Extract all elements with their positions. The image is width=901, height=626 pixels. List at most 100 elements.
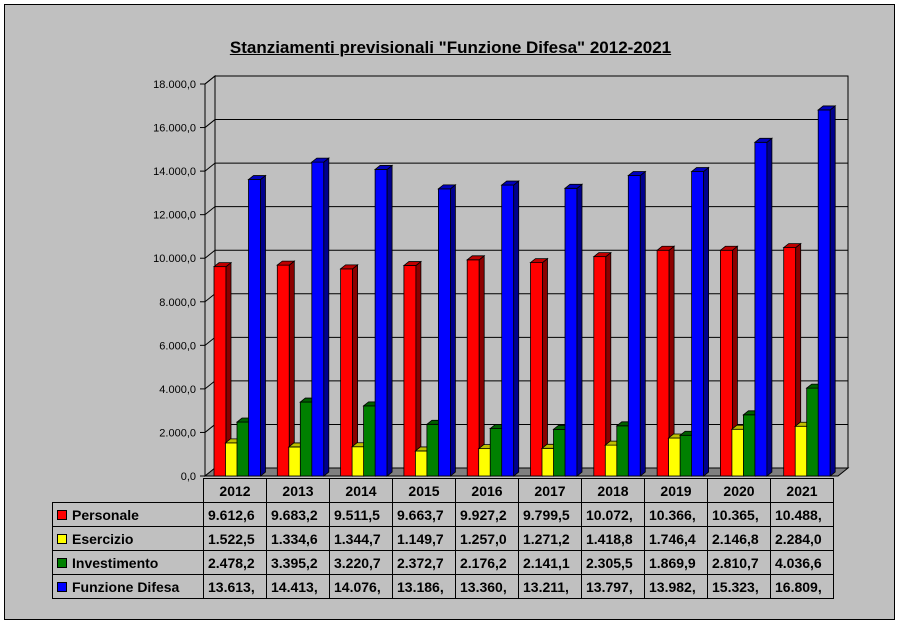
bar-funzione-difesa-2021 (817, 105, 837, 477)
table-row: Funzione Difesa 13.613, 14.413, 14.076, 13.1… (52, 574, 834, 599)
bar-personale-2012 (212, 261, 233, 477)
legend-label: Investimento (72, 554, 159, 571)
bar-funzione-difesa-2020 (753, 137, 774, 477)
bar-funzione-difesa-2012 (247, 174, 267, 477)
bar-personale-2016 (466, 254, 486, 477)
table-header-year: 2018 (581, 478, 645, 503)
table-header-year: 2014 (329, 478, 393, 503)
table-cell: 2.478,2 (203, 550, 267, 575)
y-tick-label: 4.000,0 (159, 384, 196, 396)
table-cell: 1.271,2 (518, 526, 582, 551)
table-cell: 1.149,7 (392, 526, 456, 551)
table-header-year: 2020 (707, 478, 771, 503)
table-cell: 1.746,4 (644, 526, 708, 551)
gridline-side (204, 206, 216, 216)
gridline-side (204, 424, 216, 433)
table-cell: 13.360, (455, 574, 519, 599)
table-cell: 14.413, (266, 574, 330, 599)
legend-swatch (57, 581, 67, 592)
table-header-row: 2012 2013 2014 2015 2016 2017 2018 2019 2020 2021 (52, 478, 834, 503)
gridline-side (204, 380, 216, 390)
legend-entry: Esercizio (52, 526, 204, 551)
table-row: Personale 9.612,6 9.683,2 9.511,5 9.663,7 9.9… (52, 502, 834, 527)
table-cell: 9.799,5 (518, 502, 582, 527)
table-cell: 3.395,2 (266, 550, 330, 575)
table-cell: 1.522,5 (203, 526, 267, 551)
table-cell: 1.344,7 (329, 526, 393, 551)
table-cell: 9.511,5 (329, 502, 393, 527)
bar-personale-2018 (592, 251, 612, 477)
y-tick-label: 18.000,0 (153, 79, 196, 91)
table-header-year: 2021 (770, 478, 834, 503)
table-cell: 2.146,8 (707, 526, 771, 551)
legend-swatch (57, 557, 67, 568)
bar-funzione-difesa-2015 (437, 184, 457, 477)
table-header-year: 2017 (518, 478, 582, 503)
table-cell: 9.927,2 (455, 502, 519, 527)
bar-personale-2017 (529, 257, 549, 477)
y-tick-label: 14.000,0 (153, 166, 196, 178)
table-cell: 1.334,6 (266, 526, 330, 551)
table-cell: 13.982, (644, 574, 708, 599)
table-cell: 2.810,7 (707, 550, 771, 575)
legend-label: Personale (72, 506, 139, 523)
gridline-side (204, 162, 216, 172)
table-cell: 2.141,1 (518, 550, 582, 575)
table-cell: 2.372,7 (392, 550, 456, 575)
legend-label: Esercizio (72, 530, 134, 547)
table-row: Investimento 2.478,2 3.395,2 3.220,7 2.372,7… (52, 550, 834, 575)
table-header-year: 2013 (266, 478, 330, 503)
table-header-year: 2015 (392, 478, 456, 503)
table-cell: 10.072, (581, 502, 645, 527)
table-cell: 9.663,7 (392, 502, 456, 527)
table-cell: 2.305,5 (581, 550, 645, 575)
bar-funzione-difesa-2019 (690, 166, 710, 477)
table-header-year: 2012 (203, 478, 267, 503)
legend-label: Funzione Difesa (72, 578, 180, 595)
legend-entry: Investimento (52, 550, 204, 575)
legend-swatch (57, 509, 67, 520)
table-cell: 1.418,8 (581, 526, 645, 551)
table-cell: 10.366, (644, 502, 708, 527)
bar-personale-2013 (276, 260, 296, 477)
bar-personale-2019 (655, 245, 676, 477)
table-cell: 13.613, (203, 574, 267, 599)
gridline-side (204, 249, 216, 259)
table-header-year: 2016 (455, 478, 519, 503)
bar-personale-2015 (402, 260, 423, 477)
table-cell: 16.809, (770, 574, 834, 599)
table-cell: 13.186, (392, 574, 456, 599)
table-cell: 13.797, (581, 574, 645, 599)
table-row: Esercizio 1.522,5 1.334,6 1.344,7 1.149,7 1.2… (52, 526, 834, 551)
legend-entry: Funzione Difesa (52, 574, 204, 599)
bar-personale-2020 (719, 245, 739, 477)
y-tick-label: 8.000,0 (159, 297, 196, 309)
table-cell: 4.036,6 (770, 550, 834, 575)
table-cell: 15.323, (707, 574, 771, 599)
plot-side-wall (204, 74, 216, 478)
gridline-side (204, 75, 216, 85)
y-tick-label: 6.000,0 (159, 340, 196, 352)
table-cell: 14.076, (329, 574, 393, 599)
legend-entry: Personale (52, 502, 204, 527)
gridline-side (204, 336, 216, 346)
bar-funzione-difesa-2014 (373, 164, 394, 477)
table-cell: 3.220,7 (329, 550, 393, 575)
table-cell: 9.612,6 (203, 502, 267, 527)
table-cell: 1.869,9 (644, 550, 708, 575)
bar-personale-2021 (782, 242, 802, 477)
table-cell: 2.176,2 (455, 550, 519, 575)
bar-funzione-difesa-2018 (627, 170, 647, 477)
y-tick-label: 10.000,0 (153, 253, 196, 265)
table-cell: 9.683,2 (266, 502, 330, 527)
table-cell: 1.257,0 (455, 526, 519, 551)
bar-funzione-difesa-2017 (563, 183, 584, 477)
y-tick-label: 2.000,0 (159, 427, 196, 439)
gridline-side (204, 293, 216, 303)
data-table: 2012 2013 2014 2015 2016 2017 2018 2019 2020 2021… (52, 478, 834, 599)
bar-personale-2014 (339, 264, 359, 477)
y-tick-label: 12.000,0 (153, 210, 196, 222)
legend-swatch (57, 533, 67, 544)
table-header-year: 2019 (644, 478, 708, 503)
